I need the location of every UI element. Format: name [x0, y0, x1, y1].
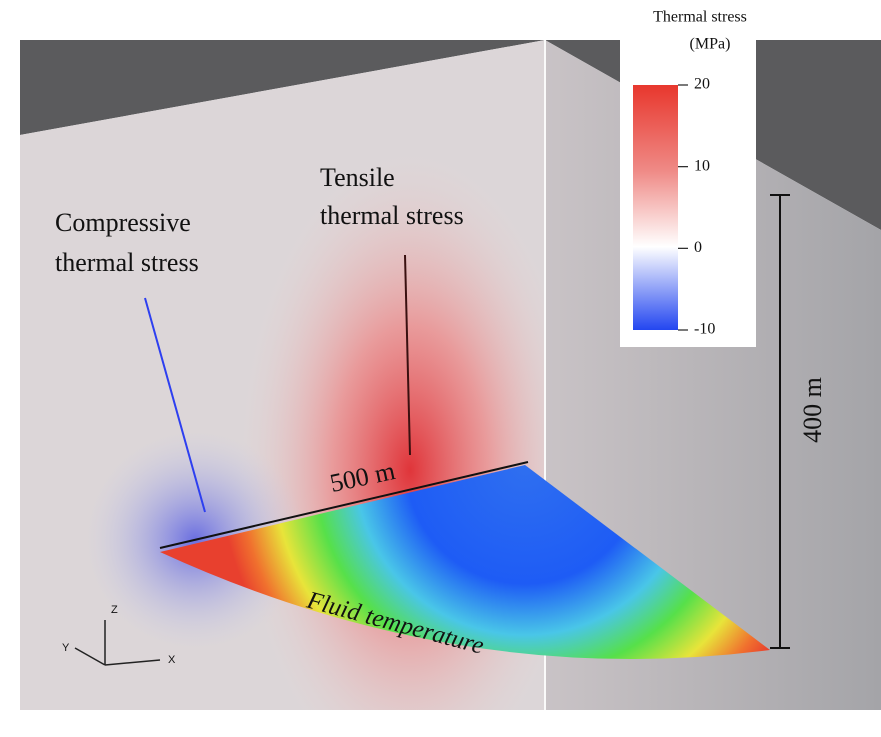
axis-label: X	[168, 654, 176, 666]
label: 400 m	[798, 377, 827, 443]
tick-label: 0	[694, 239, 702, 256]
label: Compressive	[55, 208, 191, 237]
label: thermal stress	[320, 201, 464, 230]
colorbar-scale	[633, 85, 678, 330]
tick-label: 20	[694, 76, 710, 93]
label: thermal stress	[55, 248, 199, 277]
axis-label: Y	[62, 642, 70, 654]
colorbar: Thermal stress (MPa) 20 10 0 -10	[620, 9, 756, 347]
tick-label: -10	[694, 321, 715, 338]
label: Tensile	[320, 163, 395, 192]
colorbar-title: Thermal stress	[653, 9, 747, 26]
tick-label: 10	[694, 157, 710, 174]
colorbar-unit: (MPa)	[690, 36, 731, 53]
figure: Compressive thermal stress Tensile therm…	[0, 0, 881, 737]
axis-label: Z	[111, 604, 118, 616]
